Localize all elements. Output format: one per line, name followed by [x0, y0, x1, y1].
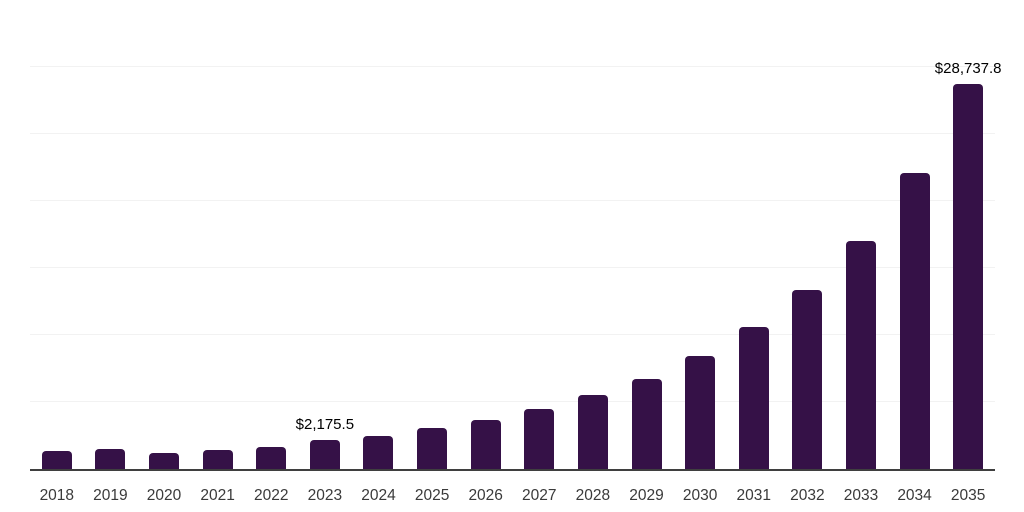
bar-2029 [631, 378, 662, 469]
bar-2027 [524, 408, 555, 469]
bar-slot-2018 [30, 0, 84, 469]
gridline [30, 267, 995, 268]
bar-2032 [792, 289, 823, 469]
bar-2022 [256, 446, 287, 469]
gridline [30, 133, 995, 134]
x-tick-label-2034: 2034 [897, 486, 932, 504]
x-tick-label-2024: 2024 [361, 486, 396, 504]
x-tick-label-2027: 2027 [522, 486, 557, 504]
bar-slot-2027 [512, 0, 566, 469]
bar-2025 [417, 428, 448, 469]
x-tick-label-2022: 2022 [254, 486, 289, 504]
x-tick-label-2025: 2025 [414, 486, 450, 504]
bar-slot-2034 [888, 0, 942, 469]
x-axis-tick-labels: 2018 2019 2020 2021 2022 2023 2024 2025 2026 2027… [30, 486, 995, 504]
bar-slot-2024 [352, 0, 406, 469]
bar-slot-2023: $2,175.5 [295, 0, 355, 469]
bar-slot-2031 [727, 0, 781, 469]
bar-2020 [149, 452, 180, 469]
x-tick-label-2031: 2031 [736, 486, 771, 504]
x-tick-label-2018: 2018 [39, 486, 75, 504]
bar-slot-2020 [137, 0, 191, 469]
bar-2030 [685, 356, 716, 469]
bar-slot-2033 [834, 0, 888, 469]
x-axis-line [30, 469, 995, 471]
bar-2024 [363, 436, 394, 469]
bar-slot-2029 [620, 0, 674, 469]
bar-2018 [41, 451, 72, 469]
bar-2031 [738, 326, 769, 469]
x-tick-label-2023: 2023 [307, 486, 343, 504]
x-tick-label-2032: 2032 [790, 486, 825, 504]
bar-slot-2035: $28,737.8 [935, 0, 1002, 469]
x-tick-label-2035: 2035 [950, 486, 986, 504]
bar-2019 [95, 448, 126, 469]
bar-slot-2030 [673, 0, 727, 469]
x-tick-label-2020: 2020 [146, 486, 182, 504]
bar-2021 [202, 449, 233, 469]
bar-slot-2022 [244, 0, 298, 469]
bar-slot-2021 [191, 0, 245, 469]
plot-area: $2,175.5 $28,737.8 [30, 0, 1002, 469]
bar-value-label-2035: $28,737.8 [934, 59, 1002, 77]
gridline [30, 66, 995, 67]
x-tick-label-2019: 2019 [93, 486, 128, 504]
gridline [30, 401, 995, 402]
bar-2023 [309, 439, 340, 469]
bar-slot-2026 [459, 0, 513, 469]
x-tick-label-2028: 2028 [575, 486, 611, 504]
gridline [30, 200, 995, 201]
bar-2033 [845, 240, 876, 469]
bars-row: $2,175.5 $28,737.8 [30, 0, 1002, 469]
x-tick-label-2033: 2033 [843, 486, 879, 504]
bar-2034 [899, 173, 930, 469]
x-tick-label-2021: 2021 [200, 486, 235, 504]
bar-value-label-2023: $2,175.5 [295, 415, 355, 433]
bar-slot-2028 [566, 0, 620, 469]
bar-slot-2032 [781, 0, 835, 469]
bar-slot-2019 [84, 0, 138, 469]
x-tick-label-2026: 2026 [468, 486, 503, 504]
gridline [30, 334, 995, 335]
bar-slot-2025 [405, 0, 459, 469]
bar-2026 [470, 419, 501, 469]
x-tick-label-2029: 2029 [629, 486, 664, 504]
x-tick-label-2030: 2030 [682, 486, 718, 504]
bar-2035 [953, 83, 984, 469]
bar-2028 [577, 395, 608, 469]
